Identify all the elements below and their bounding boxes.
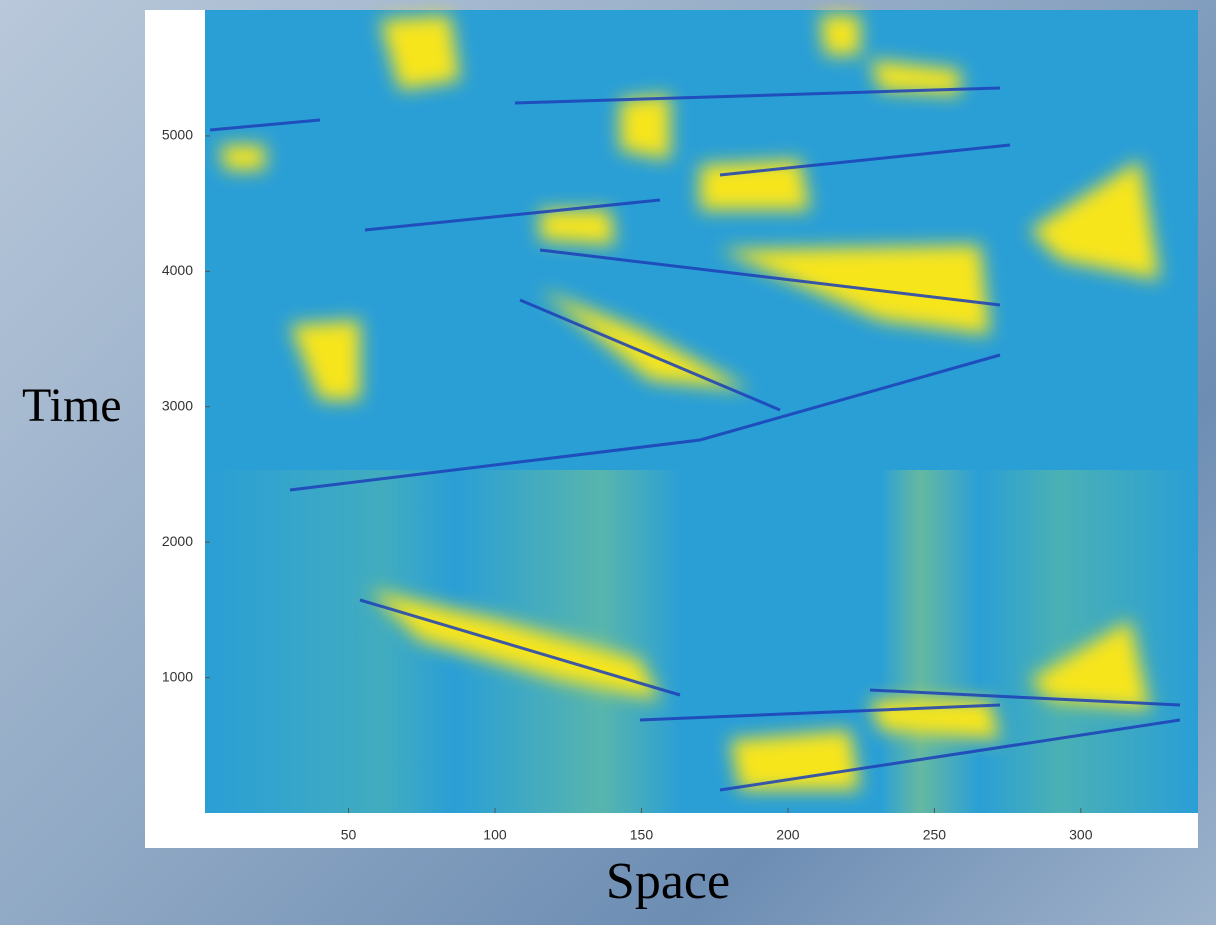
x-tick-label: 200	[776, 827, 800, 843]
x-tick-label: 100	[483, 827, 507, 843]
x-tick-label: 300	[1069, 827, 1093, 843]
heatmap-image	[205, 10, 1198, 813]
y-tick-label: 4000	[162, 262, 193, 278]
y-tick-label: 5000	[162, 127, 193, 143]
x-tick-label: 50	[341, 827, 357, 843]
x-tick-label: 150	[630, 827, 654, 843]
x-axis-label: Space	[606, 853, 730, 910]
x-tick-label: 250	[923, 827, 947, 843]
y-tick-label: 3000	[162, 397, 193, 413]
y-tick-label: 1000	[162, 668, 193, 684]
axes: 50 100 150 200 250 300 1000 2000 3000 4000 5000	[162, 127, 1093, 843]
y-axis-label: Time	[22, 379, 122, 432]
y-tick-label: 2000	[162, 533, 193, 549]
